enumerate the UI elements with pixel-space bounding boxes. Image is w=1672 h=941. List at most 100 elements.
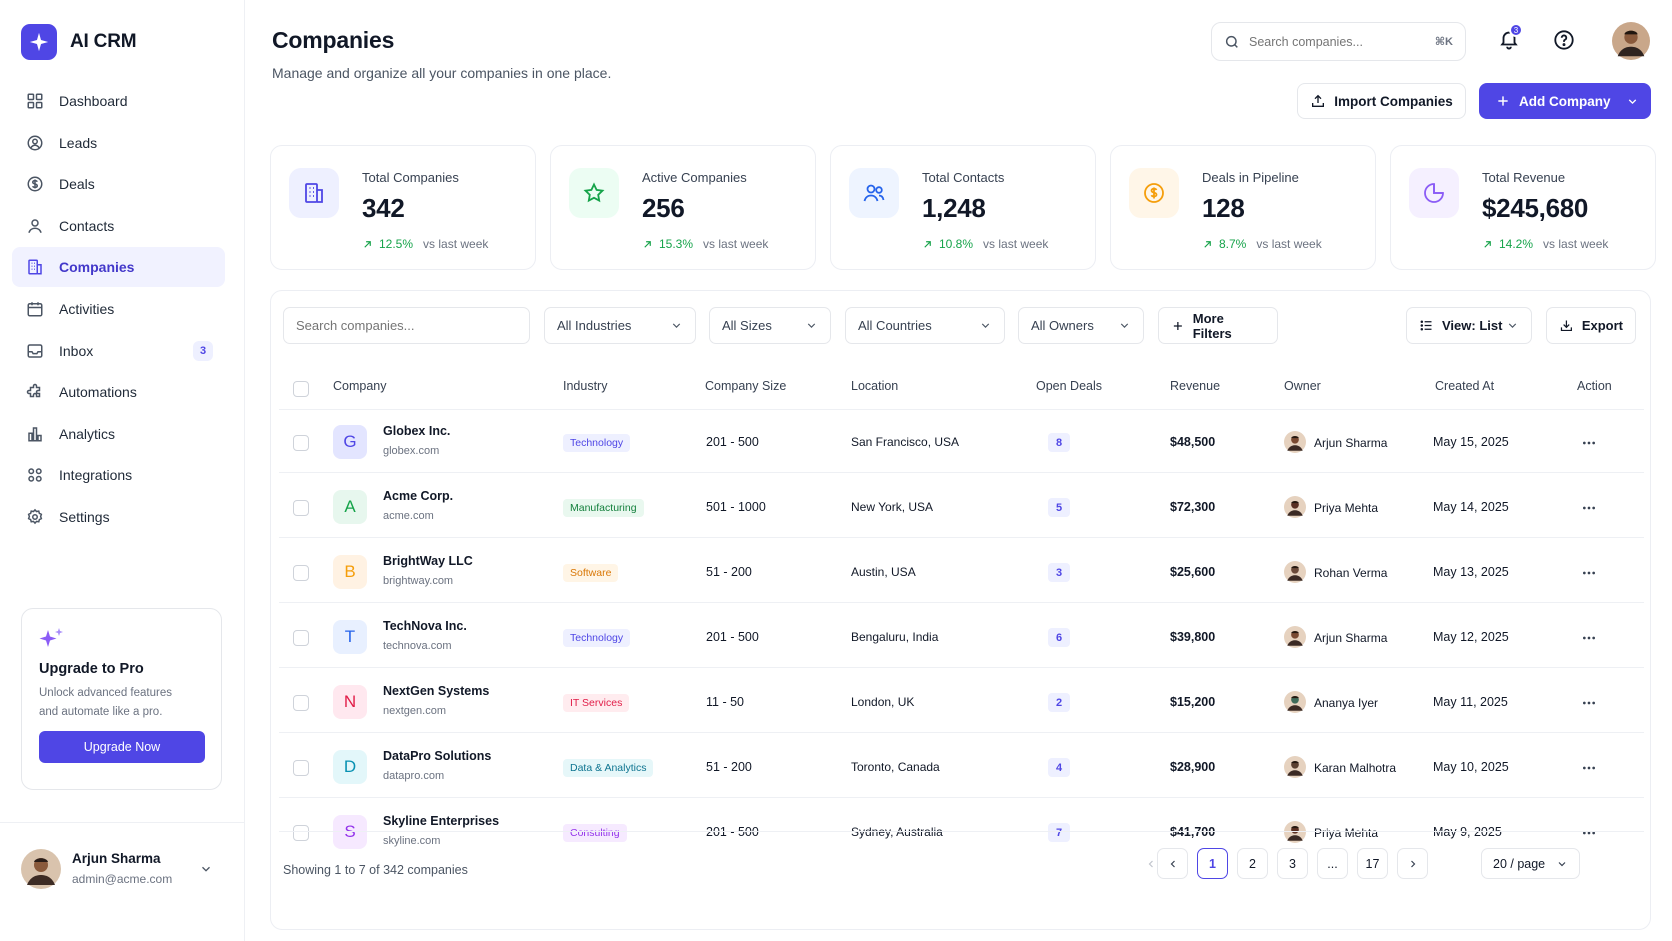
column-header-owner[interactable]: Owner: [1284, 379, 1321, 393]
stat-label: Active Companies: [642, 170, 747, 185]
table-row[interactable]: G Globex Inc. globex.com Technology 201 - 50…: [271, 409, 1652, 474]
company-name[interactable]: TechNova Inc.: [383, 619, 467, 633]
stat-card-total-revenue[interactable]: Total Revenue $245,680 14.2% vs last week: [1390, 145, 1656, 270]
company-location: London, UK: [851, 695, 915, 709]
company-name[interactable]: BrightWay LLC: [383, 554, 473, 568]
row-checkbox[interactable]: [293, 565, 309, 581]
chevron-down-icon[interactable]: [199, 862, 213, 876]
view-toggle[interactable]: View: List: [1406, 307, 1532, 344]
sidebar-item-companies[interactable]: Companies: [12, 247, 225, 288]
users-icon: [849, 168, 899, 218]
stat-card-deals-in-pipeline[interactable]: Deals in Pipeline 128 8.7% vs last week: [1110, 145, 1376, 270]
column-header-company[interactable]: Company: [333, 379, 387, 393]
more-actions-icon[interactable]: [1581, 825, 1597, 841]
stat-card-active-companies[interactable]: Active Companies 256 15.3% vs last week: [550, 145, 816, 270]
sidebar-item-analytics[interactable]: Analytics: [12, 414, 225, 454]
page-1-button[interactable]: 1: [1197, 848, 1228, 879]
row-checkbox[interactable]: [293, 630, 309, 646]
company-name[interactable]: NextGen Systems: [383, 684, 490, 698]
more-filters-button[interactable]: More Filters: [1158, 307, 1278, 344]
sidebar-item-integrations[interactable]: Integrations: [12, 455, 225, 495]
table-row[interactable]: D DataPro Solutions datapro.com Data & Anal…: [271, 734, 1652, 799]
page-2-button[interactable]: 2: [1237, 848, 1268, 879]
stat-value: 1,248: [922, 193, 986, 223]
user-email: admin@acme.com: [72, 872, 173, 886]
user-circle-icon: [25, 133, 45, 153]
more-actions-icon[interactable]: [1581, 565, 1597, 581]
select-all-checkbox[interactable]: [293, 381, 309, 397]
more-actions-icon[interactable]: [1581, 760, 1597, 776]
import-companies-button[interactable]: Import Companies: [1297, 83, 1466, 119]
company-name[interactable]: Globex Inc.: [383, 424, 451, 438]
sidebar-item-label: Settings: [59, 508, 110, 525]
global-search[interactable]: ⌘K: [1211, 22, 1466, 61]
sidebar-item-automations[interactable]: Automations: [12, 372, 225, 412]
row-checkbox[interactable]: [293, 760, 309, 776]
sidebar-item-deals[interactable]: Deals: [12, 164, 225, 204]
page-3-button[interactable]: 3: [1277, 848, 1308, 879]
chevron-down-icon: [672, 323, 681, 328]
company-name[interactable]: DataPro Solutions: [383, 749, 492, 763]
stat-trend: 12.5% vs last week: [362, 237, 488, 251]
more-actions-icon[interactable]: [1581, 500, 1597, 516]
more-actions-icon[interactable]: [1581, 630, 1597, 646]
help-button[interactable]: [1553, 29, 1575, 51]
company-name[interactable]: Acme Corp.: [383, 489, 454, 503]
stat-card-total-companies[interactable]: Total Companies 342 12.5% vs last week: [270, 145, 536, 270]
stat-card-total-contacts[interactable]: Total Contacts 1,248 10.8% vs last week: [830, 145, 1096, 270]
notifications-button[interactable]: 3: [1498, 23, 1523, 50]
table-search[interactable]: [283, 307, 530, 344]
prev-page-button[interactable]: [1157, 848, 1188, 879]
brand[interactable]: AI CRM: [21, 24, 137, 60]
table-search-input[interactable]: [296, 318, 517, 333]
user-icon: [25, 216, 45, 236]
owner-filter[interactable]: All Owners: [1018, 307, 1144, 344]
stat-trend-label: vs last week: [983, 237, 1049, 251]
row-checkbox[interactable]: [293, 825, 309, 841]
row-checkbox[interactable]: [293, 435, 309, 451]
sidebar-item-inbox[interactable]: Inbox 3: [12, 331, 225, 371]
row-checkbox[interactable]: [293, 695, 309, 711]
search-input[interactable]: [1249, 34, 1419, 49]
chevron-down-icon[interactable]: [1626, 95, 1639, 108]
sidebar-item-leads[interactable]: Leads: [12, 123, 225, 163]
sidebar-item-contacts[interactable]: Contacts: [12, 206, 225, 246]
row-checkbox[interactable]: [293, 500, 309, 516]
table-row[interactable]: N NextGen Systems nextgen.com IT Services 11…: [271, 669, 1652, 734]
size-filter[interactable]: All Sizes: [709, 307, 831, 344]
column-header-industry[interactable]: Industry: [563, 379, 608, 393]
per-page-select[interactable]: 20 / page: [1481, 848, 1580, 879]
company-location: Bengaluru, India: [851, 630, 939, 644]
table-row[interactable]: B BrightWay LLC brightway.com Software 51 - …: [271, 539, 1652, 604]
company-domain: globex.com: [383, 445, 440, 457]
add-company-button[interactable]: Add Company: [1479, 83, 1651, 119]
column-header-created-at[interactable]: Created At: [1435, 379, 1495, 393]
user-profile[interactable]: Arjun Sharma admin@acme.com: [0, 822, 245, 941]
column-header-location[interactable]: Location: [851, 379, 899, 393]
sidebar-item-settings[interactable]: Settings: [12, 497, 225, 537]
table-row[interactable]: T TechNova Inc. technova.com Technology 201 …: [271, 604, 1652, 669]
sidebar-item-dashboard[interactable]: Dashboard: [12, 81, 225, 121]
company-avatar: S: [333, 815, 367, 849]
column-header-revenue[interactable]: Revenue: [1170, 379, 1221, 393]
table-row[interactable]: A Acme Corp. acme.com Manufacturing 501 - 10…: [271, 474, 1652, 539]
column-header-open-deals[interactable]: Open Deals: [1036, 379, 1103, 393]
next-page-button[interactable]: [1397, 848, 1428, 879]
created-date: May 10, 2025: [1433, 760, 1509, 774]
table-row[interactable]: S Skyline Enterprises skyline.com Consultin…: [271, 799, 1652, 864]
notification-count-badge: 3: [1509, 23, 1523, 37]
column-header-size[interactable]: Company Size: [705, 379, 787, 393]
company-name[interactable]: Skyline Enterprises: [383, 814, 500, 828]
export-button[interactable]: Export: [1546, 307, 1636, 344]
avatar[interactable]: [1612, 22, 1650, 60]
industry-filter-value: All Industries: [557, 318, 632, 333]
country-filter[interactable]: All Countries: [845, 307, 1005, 344]
page-17-button[interactable]: 17: [1357, 848, 1388, 879]
upgrade-now-button[interactable]: Upgrade Now: [39, 731, 205, 763]
industry-filter[interactable]: All Industries: [544, 307, 696, 344]
more-actions-icon[interactable]: [1581, 695, 1597, 711]
add-label: Add Company: [1519, 93, 1611, 109]
sparkle-logo-icon: [21, 24, 57, 60]
more-actions-icon[interactable]: [1581, 435, 1597, 451]
sidebar-item-activities[interactable]: Activities: [12, 289, 225, 329]
